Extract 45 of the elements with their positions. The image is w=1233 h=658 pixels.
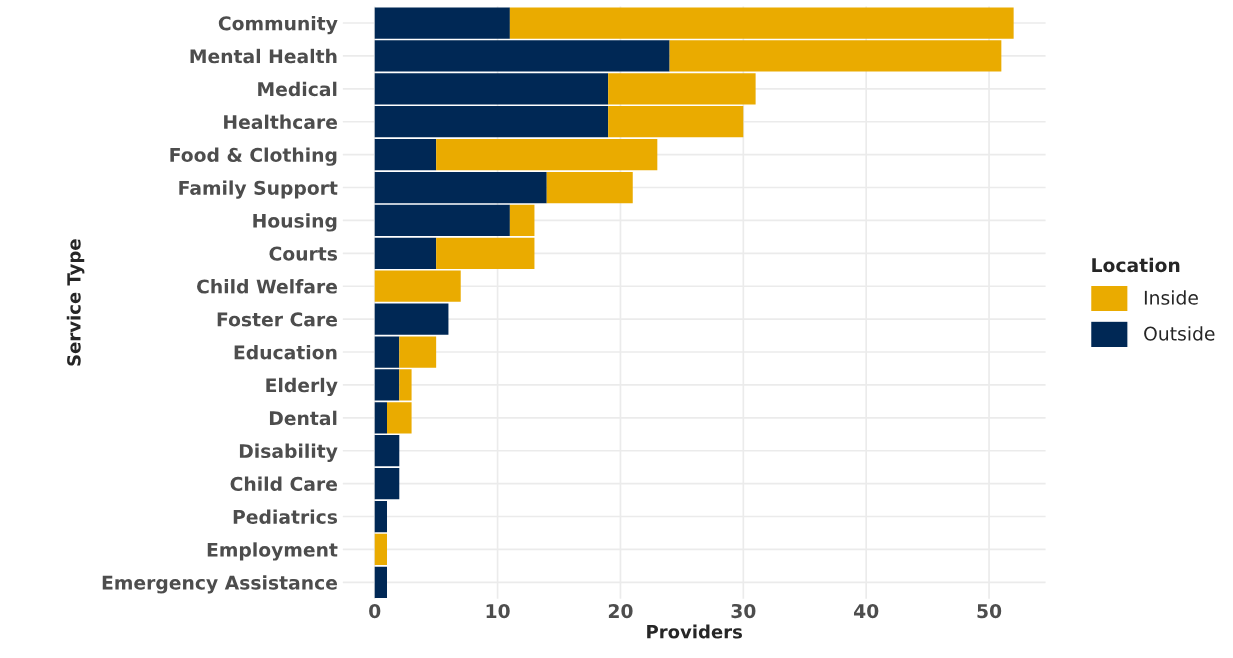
bar	[509, 204, 535, 237]
y-tick-label: Dental	[269, 410, 337, 426]
y-axis-title: Service Type	[66, 239, 85, 366]
bar	[374, 566, 388, 598]
bar	[374, 171, 547, 204]
bar	[374, 204, 510, 237]
x-tick-label: 40	[853, 603, 879, 619]
bar	[374, 533, 388, 566]
y-tick-label: Emergency Assistance	[102, 575, 338, 594]
y-tick-label: Housing	[253, 213, 337, 232]
y-tick-label: Disability	[239, 443, 338, 462]
x-tick-label: 20	[608, 603, 633, 619]
y-tick-label: Child Care	[230, 476, 337, 492]
bar	[374, 106, 609, 138]
bar	[374, 468, 400, 500]
x-tick-label: 50	[977, 603, 1002, 619]
y-tick-label: Healthcare	[224, 114, 337, 130]
bar	[374, 270, 461, 302]
y-tick-label: Family Support	[179, 180, 338, 199]
bar	[374, 435, 400, 467]
bar	[436, 139, 658, 171]
y-tick-label: Education	[234, 344, 337, 360]
y-tick-label: Medical	[258, 81, 337, 97]
bar	[374, 139, 437, 171]
y-tick-label: Foster Care	[217, 312, 338, 327]
x-tick-label: 10	[486, 603, 510, 619]
legend-label: Inside	[1144, 290, 1198, 305]
x-axis-title: Providers	[647, 624, 742, 639]
bar	[374, 237, 437, 269]
x-tick-label: 30	[731, 603, 756, 619]
bar	[608, 106, 744, 138]
y-tick-label: Elderly	[266, 377, 338, 397]
bar	[546, 171, 633, 204]
y-tick-label: Child Welfare	[197, 279, 338, 294]
y-tick-label: Employment	[207, 542, 338, 561]
y-tick-label: Mental Health	[190, 48, 337, 64]
bar	[436, 237, 535, 269]
bar	[374, 500, 388, 533]
y-tick-label: Pediatrics	[233, 509, 338, 524]
legend-label: Outside	[1144, 326, 1215, 341]
legend-title: Location	[1092, 257, 1180, 273]
y-tick-label: Food & Clothing	[170, 147, 337, 166]
x-tick-label: 0	[369, 603, 381, 619]
y-tick-label: Courts	[269, 246, 338, 261]
y-tick-label: Community	[218, 15, 338, 35]
